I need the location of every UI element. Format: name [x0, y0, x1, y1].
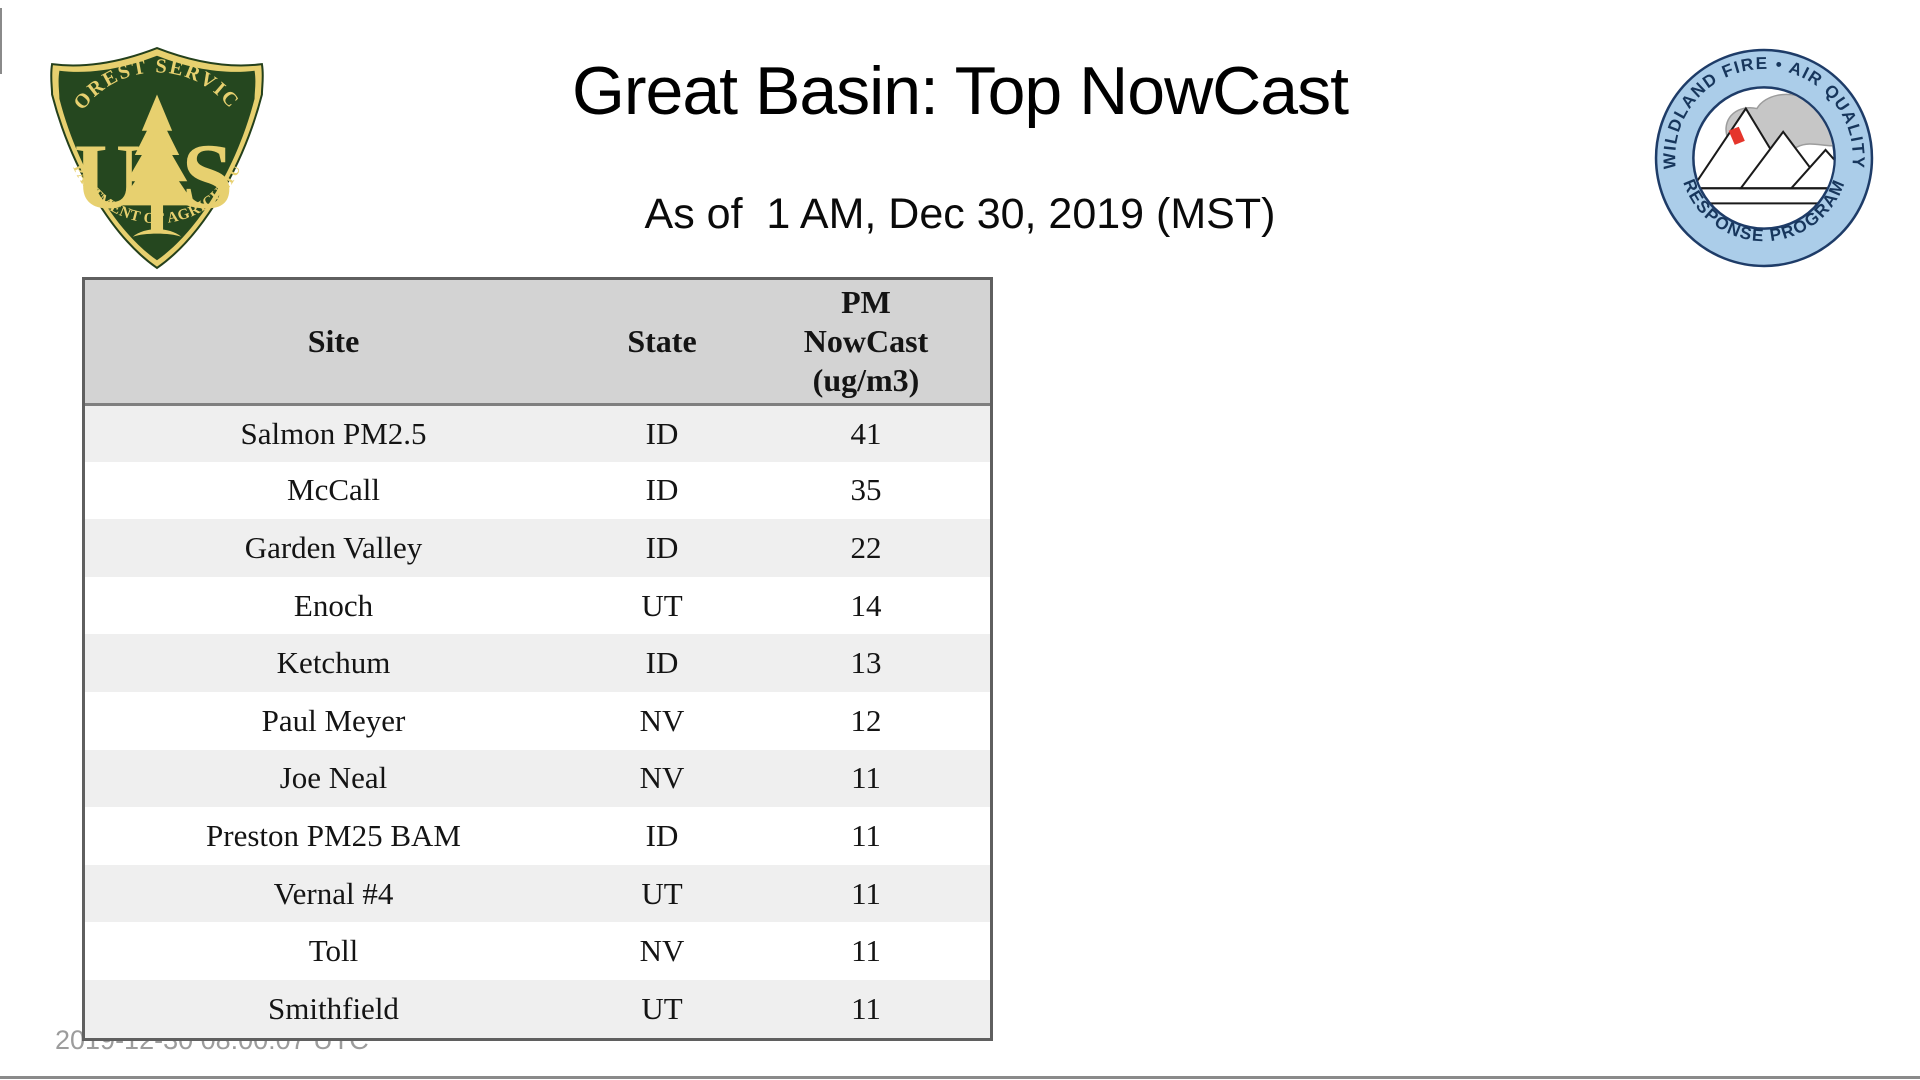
table-row: Vernal #4 UT 11 — [85, 864, 990, 923]
table-row: Ketchum ID 13 — [85, 634, 990, 692]
state-cell: ID — [582, 807, 742, 865]
table-row: Joe Neal NV 11 — [85, 749, 990, 808]
site-cell: Ketchum — [85, 634, 582, 692]
value-cell: 41 — [742, 404, 990, 462]
as-of-subtitle: As of 1 AM, Dec 30, 2019 (MST) — [644, 190, 1276, 238]
site-cell: Preston PM25 BAM — [85, 807, 582, 865]
column-header-state: State — [582, 280, 742, 406]
page-edge-mark — [0, 8, 2, 74]
state-cell: NV — [582, 691, 742, 750]
site-cell: Salmon PM2.5 — [85, 404, 582, 462]
value-cell: 11 — [742, 864, 990, 923]
table-row: Preston PM25 BAM ID 11 — [85, 807, 990, 865]
state-cell: UT — [582, 576, 742, 635]
table-row: McCall ID 35 — [85, 461, 990, 520]
state-cell: NV — [582, 922, 742, 980]
table-row: Enoch UT 14 — [85, 576, 990, 635]
fire-icon — [1728, 126, 1745, 145]
value-cell: 11 — [742, 807, 990, 865]
value-cell: 11 — [742, 979, 990, 1038]
nowcast-table: Site State PM NowCast (ug/m3) Salmon PM2… — [85, 280, 990, 1038]
usfs-logo: FOREST SERVICE U S DEPARTMENT OF AGRICUL… — [50, 44, 264, 270]
state-cell: ID — [582, 461, 742, 520]
state-cell: ID — [582, 404, 742, 462]
value-cell: 12 — [742, 691, 990, 750]
site-cell: Smithfield — [85, 979, 582, 1038]
state-cell: ID — [582, 634, 742, 692]
page-title: Great Basin: Top NowCast — [572, 53, 1349, 129]
value-cell: 13 — [742, 634, 990, 692]
usfs-monogram-s: S — [182, 125, 234, 228]
header-row: Site State PM NowCast (ug/m3) — [85, 280, 990, 406]
site-cell: Vernal #4 — [85, 864, 582, 923]
table-row: Garden Valley ID 22 — [85, 519, 990, 577]
mountains-icon — [1694, 106, 1834, 190]
table-row: Smithfield UT 11 — [85, 979, 990, 1038]
value-cell: 11 — [742, 749, 990, 808]
value-cell: 14 — [742, 576, 990, 635]
site-cell: Enoch — [85, 576, 582, 635]
state-cell: UT — [582, 864, 742, 923]
table-row: Salmon PM2.5 ID 41 — [85, 404, 990, 462]
ground-lines — [1694, 187, 1834, 205]
state-cell: UT — [582, 979, 742, 1038]
nowcast-table-container: Site State PM NowCast (ug/m3) Salmon PM2… — [82, 277, 993, 1041]
wfaqrp-logo: WILDLAND FIRE • AIR QUALITY RESPONSE PRO… — [1654, 48, 1874, 268]
site-cell: McCall — [85, 461, 582, 520]
table-row: Paul Meyer NV 12 — [85, 691, 990, 750]
column-header-pm-nowcast: PM NowCast (ug/m3) — [742, 280, 990, 406]
site-cell: Paul Meyer — [85, 691, 582, 750]
state-cell: NV — [582, 749, 742, 808]
state-cell: ID — [582, 519, 742, 577]
pine-tree-icon — [118, 94, 196, 237]
value-cell: 22 — [742, 519, 990, 577]
value-cell: 11 — [742, 922, 990, 980]
site-cell: Joe Neal — [85, 749, 582, 808]
value-cell: 35 — [742, 461, 990, 520]
site-cell: Toll — [85, 922, 582, 980]
column-header-site: Site — [85, 280, 582, 406]
table-row: Toll NV 11 — [85, 922, 990, 980]
site-cell: Garden Valley — [85, 519, 582, 577]
page-bottom-edge-line — [0, 1076, 1920, 1079]
